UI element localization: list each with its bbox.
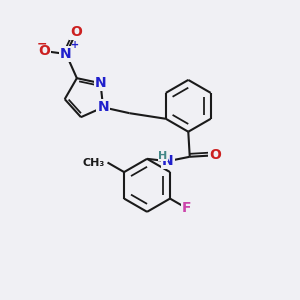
Text: CH₃: CH₃: [83, 158, 105, 167]
Text: H: H: [158, 151, 167, 161]
Text: O: O: [70, 25, 82, 39]
Text: O: O: [38, 44, 50, 58]
Text: −: −: [37, 38, 47, 50]
Text: N: N: [95, 76, 106, 90]
Text: N: N: [60, 47, 72, 61]
Text: N: N: [162, 154, 173, 168]
Text: F: F: [182, 201, 191, 215]
Text: +: +: [71, 40, 79, 50]
Text: O: O: [209, 148, 221, 162]
Text: N: N: [97, 100, 109, 114]
